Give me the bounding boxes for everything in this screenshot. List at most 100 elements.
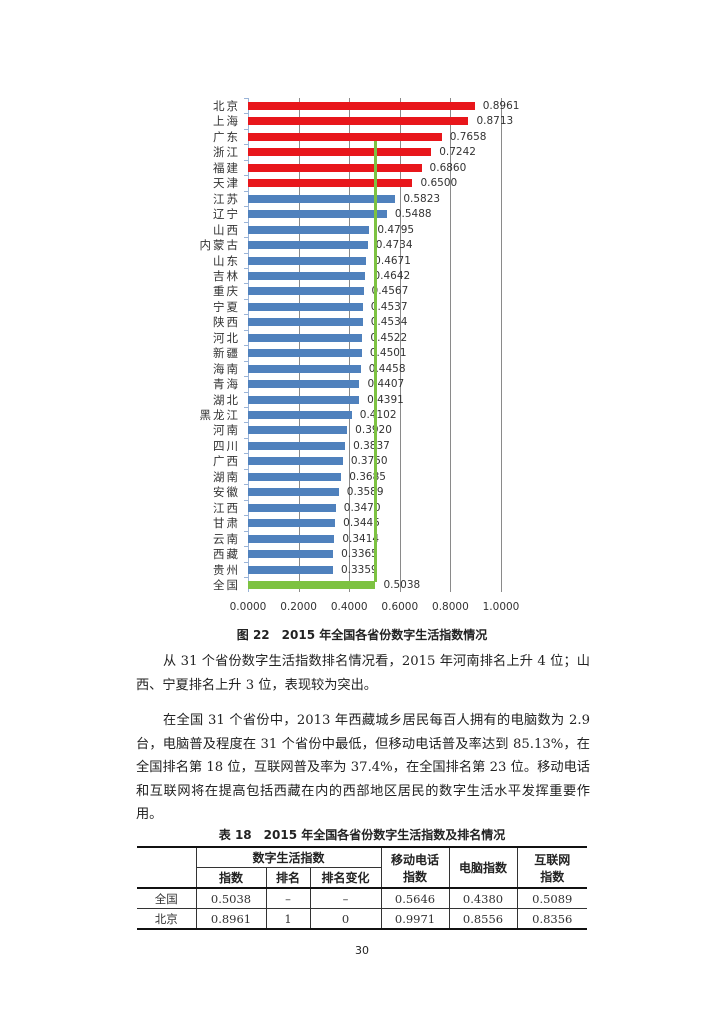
cell-rank: – xyxy=(265,887,311,909)
value-label: 0.4391 xyxy=(367,393,404,406)
category-label: 广西 xyxy=(213,454,240,469)
value-label: 0.4458 xyxy=(368,362,406,375)
axis-tick xyxy=(244,484,248,486)
category-label: 贵州 xyxy=(213,562,240,577)
axis-tick xyxy=(244,437,248,439)
bar xyxy=(248,488,339,497)
header-line: 移动电话 xyxy=(390,852,439,867)
axis-tick xyxy=(244,190,248,192)
axis-tick xyxy=(244,546,248,548)
cell-pc: 0.4380 xyxy=(448,887,518,909)
bar xyxy=(248,179,413,188)
category-label: 西藏 xyxy=(213,547,240,562)
x-tick-label: 0.8000 xyxy=(432,601,469,613)
bar xyxy=(248,241,368,250)
bar xyxy=(248,580,376,589)
axis-tick xyxy=(244,298,248,300)
category-label: 山东 xyxy=(213,253,240,268)
bar xyxy=(248,472,342,481)
category-label: 宁夏 xyxy=(213,299,240,314)
category-label: 青海 xyxy=(213,377,240,392)
data-table: 数字生活指数 移动电话 指数 电脑指数 互联网 指数 指数 排名 排名变化 全国… xyxy=(137,846,587,930)
body-text: 从 31 个省份数字生活指数排名情况看，2015 年河南排名上升 4 位；山西、… xyxy=(136,650,590,827)
category-label: 陕西 xyxy=(213,315,240,330)
bar xyxy=(248,349,362,358)
axis-tick xyxy=(244,237,248,239)
axis-tick xyxy=(244,422,248,424)
value-label: 0.4567 xyxy=(371,285,409,298)
axis-tick xyxy=(244,206,248,208)
axis-tick xyxy=(244,453,248,455)
axis-tick xyxy=(244,175,248,177)
header-line: 指数 xyxy=(402,869,427,884)
value-label: 0.4537 xyxy=(370,300,408,313)
value-label: 0.4102 xyxy=(359,409,397,421)
header-rank-change: 排名变化 xyxy=(309,867,381,889)
axis-tick xyxy=(244,468,248,470)
bar xyxy=(248,550,334,559)
cell-internet: 0.8356 xyxy=(516,908,587,930)
bar xyxy=(248,194,396,203)
header-index: 指数 xyxy=(196,867,267,889)
axis-tick xyxy=(244,159,248,161)
value-label: 0.8713 xyxy=(476,115,514,128)
category-label: 海南 xyxy=(213,361,240,376)
bar xyxy=(248,565,333,574)
value-label: 0.4534 xyxy=(370,316,408,329)
cell-index: 0.8961 xyxy=(195,908,267,930)
axis-tick xyxy=(244,576,248,578)
category-label: 新疆 xyxy=(213,346,240,361)
axis-tick xyxy=(244,391,248,393)
gridline xyxy=(400,98,401,592)
category-label: 上海 xyxy=(213,114,240,129)
bar xyxy=(248,102,475,110)
cell-region: 全国 xyxy=(137,887,197,909)
category-label: 吉林 xyxy=(213,268,240,283)
category-label: 湖北 xyxy=(213,392,240,407)
category-label: 四川 xyxy=(213,438,240,453)
axis-tick xyxy=(244,128,248,130)
category-label: 安徽 xyxy=(213,485,240,500)
header-mobile-index: 移动电话 指数 xyxy=(380,846,450,889)
value-label: 0.5488 xyxy=(394,208,432,221)
value-label: 0.5038 xyxy=(383,578,421,591)
axis-tick xyxy=(244,360,248,362)
cell-mobile: 0.9971 xyxy=(380,908,450,930)
value-label: 0.4642 xyxy=(373,269,411,282)
bar xyxy=(248,534,335,543)
value-label: 0.4734 xyxy=(375,239,413,252)
paragraph: 在全国 31 个省份中，2013 年西藏城乡居民每百人拥有的电脑数为 2.9 台… xyxy=(136,713,590,822)
bar xyxy=(248,318,363,327)
cell-region: 北京 xyxy=(137,908,197,930)
bar xyxy=(248,210,387,219)
gridline xyxy=(450,98,451,592)
value-label: 0.3470 xyxy=(343,501,381,514)
x-tick-label: 0.6000 xyxy=(381,601,419,613)
category-label: 江苏 xyxy=(213,191,240,206)
value-label: 0.3445 xyxy=(343,517,380,530)
category-label: 河北 xyxy=(213,330,240,345)
category-label: 广东 xyxy=(213,129,240,144)
cell-index: 0.5038 xyxy=(195,887,267,909)
axis-tick xyxy=(244,499,248,501)
axis-tick xyxy=(244,530,248,532)
x-tick-label: 1.0000 xyxy=(482,601,520,613)
header-internet-index: 互联网 指数 xyxy=(516,846,587,889)
axis-tick xyxy=(244,515,248,517)
category-label: 北京 xyxy=(213,99,240,113)
value-label: 0.3685 xyxy=(349,470,386,483)
axis-tick xyxy=(244,252,248,254)
national-average-line xyxy=(374,141,377,582)
bar xyxy=(248,380,360,389)
header-line: 互联网 xyxy=(534,852,571,867)
category-label: 福建 xyxy=(213,160,240,175)
value-label: 0.3359 xyxy=(340,563,378,576)
category-label: 江西 xyxy=(213,500,240,515)
value-label: 0.7658 xyxy=(449,130,487,143)
bar xyxy=(248,302,363,311)
table-row: 北京 0.8961 1 0 0.9971 0.8556 0.8356 xyxy=(137,908,587,930)
value-label: 0.3837 xyxy=(353,439,390,452)
category-label: 全国 xyxy=(213,577,240,592)
bar xyxy=(248,411,352,419)
cell-internet: 0.5089 xyxy=(516,887,587,909)
